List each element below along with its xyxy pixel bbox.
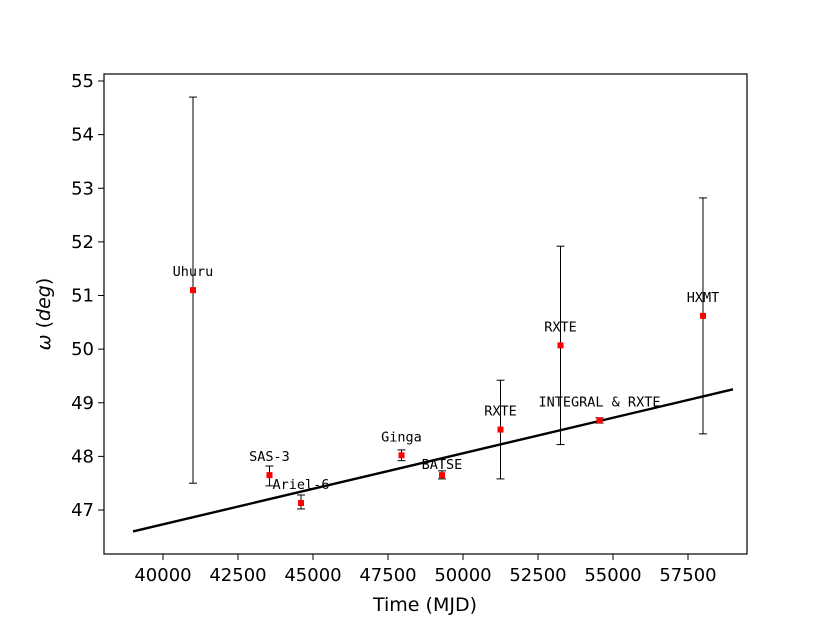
y-tick-label: 51 [71,286,94,307]
y-tick-label: 50 [71,339,94,360]
data-point [439,472,445,479]
data-point [398,452,405,459]
data-point [557,342,564,349]
data-point [298,500,304,507]
point-label: Uhuru [173,264,214,280]
data-point [266,472,273,479]
errorbar-layer [189,96,707,510]
point-label: BATSE [422,457,463,473]
x-axis-title: Time (MJD) [372,594,477,616]
point-label: HXMT [687,290,720,306]
point-label: Ariel-6 [273,477,330,493]
x-axis-ticks: 40000 42500 45000 47500 50000 52500 55000 57500 [134,554,717,586]
point-label: INTEGRAL & RXTE [539,394,661,410]
data-point [596,417,603,424]
y-tick-label: 54 [71,125,94,146]
x-tick-label: 50000 [434,565,491,586]
plot-frame [103,73,748,555]
fit-line [132,388,734,533]
y-tick-label: 47 [71,500,94,521]
x-tick-label: 57500 [659,565,716,586]
data-point [700,312,706,319]
points-layer [190,287,706,507]
x-tick-label: 55000 [584,565,641,586]
x-tick-label: 40000 [134,565,191,586]
y-tick-label: 48 [71,446,94,467]
point-label: SAS-3 [249,449,290,465]
x-tick-label: 47500 [359,565,416,586]
x-tick-label: 45000 [284,565,341,586]
y-tick-label: 55 [71,71,94,92]
x-tick-label: 42500 [209,565,266,586]
data-point [497,426,504,433]
y-tick-label: 53 [71,178,94,199]
y-tick-label: 52 [71,232,94,253]
fit-line-layer [132,388,734,533]
y-axis-ticks: 47 48 49 50 51 52 53 54 55 [71,71,104,521]
y-tick-label: 49 [71,393,94,414]
y-axis-title: ω (deg) [33,278,55,351]
point-label: Ginga [381,429,422,445]
data-point [190,287,196,294]
point-label: RXTE [544,319,577,335]
x-tick-label: 52500 [509,565,566,586]
point-label: RXTE [484,404,517,420]
